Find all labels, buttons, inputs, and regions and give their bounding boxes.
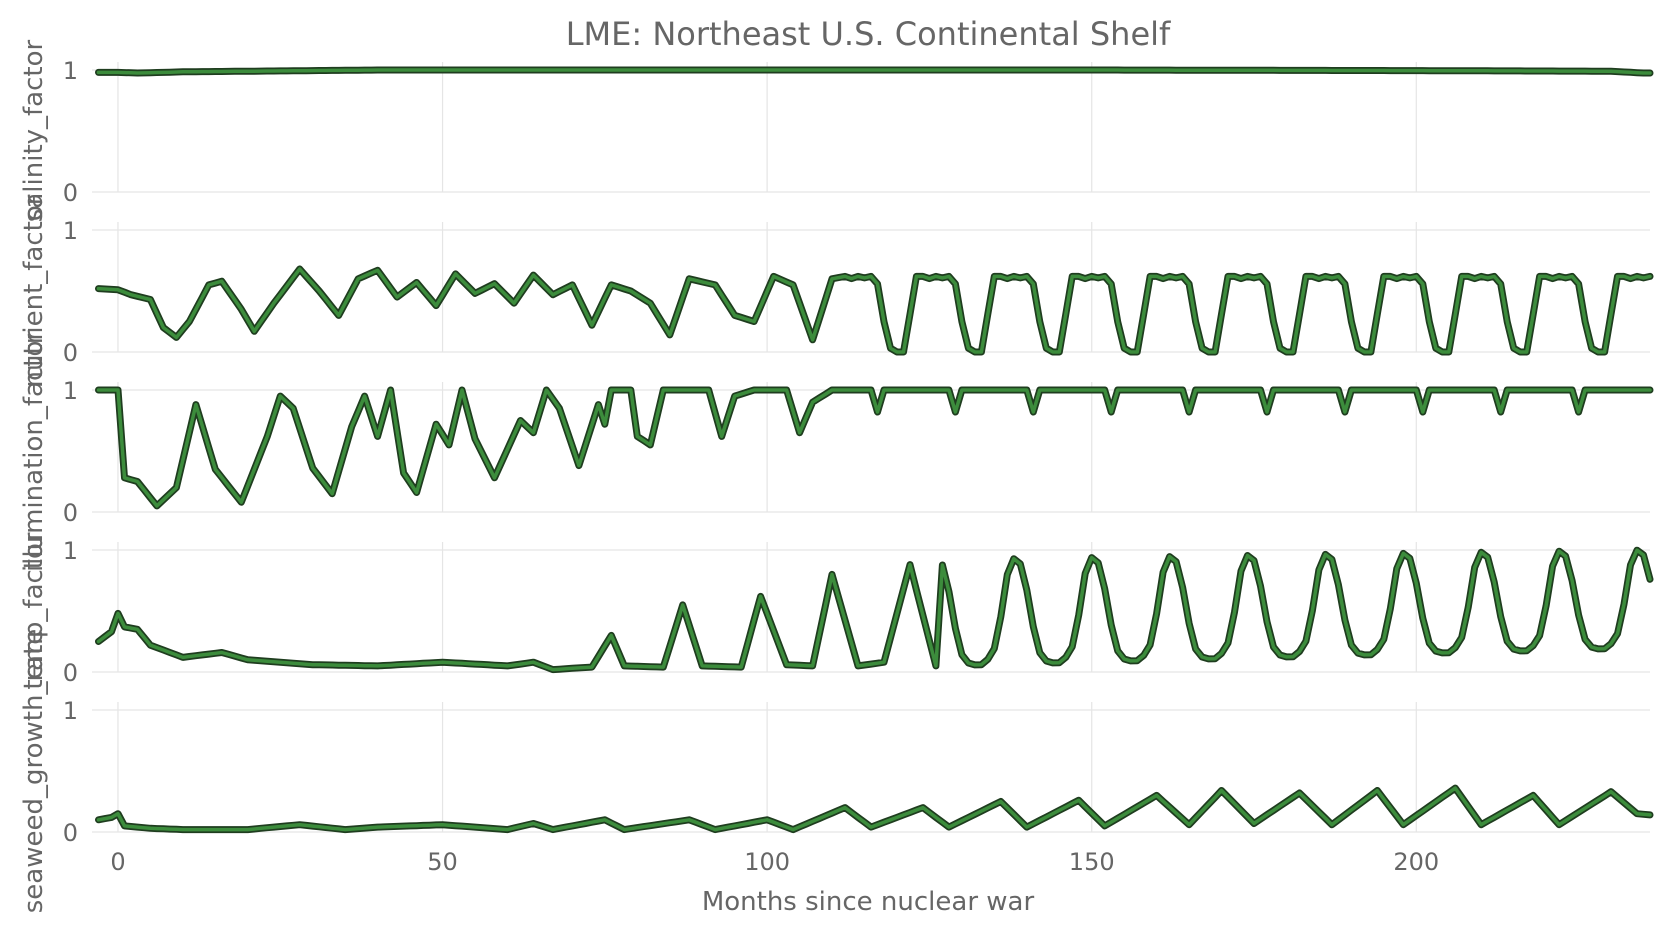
y-tick-label: 1 bbox=[63, 217, 78, 245]
series-line bbox=[96, 68, 1652, 75]
y-tick-label: 1 bbox=[63, 377, 78, 405]
y-tick-label: 0 bbox=[63, 339, 78, 367]
series-line bbox=[96, 786, 1652, 832]
x-tick-label: 200 bbox=[1393, 848, 1439, 876]
x-tick-label: 100 bbox=[744, 848, 790, 876]
series-outline bbox=[95, 784, 1654, 834]
series-outline bbox=[95, 386, 1654, 510]
series-line bbox=[96, 548, 1652, 672]
panel-illumination-factor: 0 1 illumination_factor bbox=[19, 330, 1654, 572]
x-tick-label: 0 bbox=[110, 848, 125, 876]
x-tick-label: 150 bbox=[1069, 848, 1115, 876]
panel-salinity-factor: 0 1 salinity_factor bbox=[19, 40, 1654, 223]
y-axis-title: seaweed_growth_rate bbox=[19, 629, 49, 914]
y-axis-title: illumination_factor bbox=[19, 330, 49, 572]
x-axis-title: Months since nuclear war bbox=[702, 887, 1035, 917]
y-axis-title: temp_factor bbox=[19, 532, 49, 690]
panel-temp-factor: 0 1 temp_factor bbox=[19, 532, 1654, 690]
y-axis-title: nutrient_factor bbox=[19, 194, 49, 387]
y-tick-label: 0 bbox=[63, 499, 78, 527]
y-tick-label: 1 bbox=[63, 697, 78, 725]
x-tick-label: 50 bbox=[427, 848, 458, 876]
panel-nutrient-factor: 0 1 nutrient_factor bbox=[19, 194, 1654, 387]
chart-panels: 0 1 salinity_factor 0 1 nutrient_factor 0 1 illu… bbox=[19, 40, 1654, 914]
series-line bbox=[96, 388, 1652, 508]
y-tick-label: 1 bbox=[63, 537, 78, 565]
y-axis-title: salinity_factor bbox=[19, 40, 49, 223]
series-outline bbox=[95, 546, 1654, 674]
chart-title: LME: Northeast U.S. Continental Shelf bbox=[566, 15, 1171, 53]
y-tick-label: 0 bbox=[63, 659, 78, 687]
y-tick-label: 0 bbox=[63, 819, 78, 847]
y-tick-label: 1 bbox=[63, 57, 78, 85]
panel-seaweed-growth-rate: 0 1 seaweed_growth_rate bbox=[19, 629, 1654, 914]
y-tick-label: 0 bbox=[63, 179, 78, 207]
series-line bbox=[96, 267, 1652, 354]
